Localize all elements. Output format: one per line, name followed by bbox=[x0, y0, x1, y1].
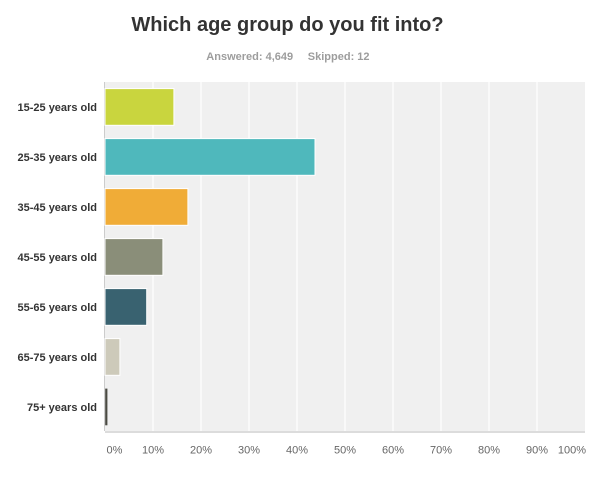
svg-text:15-25 years old: 15-25 years old bbox=[18, 102, 98, 114]
svg-text:Answered: 4,649: Answered: 4,649 bbox=[206, 51, 293, 63]
svg-text:80%: 80% bbox=[478, 445, 500, 457]
svg-text:60%: 60% bbox=[382, 445, 404, 457]
svg-text:90%: 90% bbox=[526, 445, 548, 457]
svg-text:35-45 years old: 35-45 years old bbox=[18, 202, 98, 214]
svg-text:45-55 years old: 45-55 years old bbox=[18, 252, 98, 264]
svg-text:75+ years old: 75+ years old bbox=[27, 402, 97, 414]
svg-text:55-65 years old: 55-65 years old bbox=[18, 302, 98, 314]
svg-text:25-35 years old: 25-35 years old bbox=[18, 152, 98, 164]
svg-text:20%: 20% bbox=[190, 445, 212, 457]
svg-text:70%: 70% bbox=[430, 445, 452, 457]
svg-text:40%: 40% bbox=[286, 445, 308, 457]
svg-text:30%: 30% bbox=[238, 445, 260, 457]
svg-text:Which age group do you fit int: Which age group do you fit into? bbox=[131, 14, 443, 36]
svg-text:50%: 50% bbox=[334, 445, 356, 457]
svg-text:10%: 10% bbox=[142, 445, 164, 457]
svg-text:0%: 0% bbox=[107, 445, 123, 457]
svg-text:Skipped: 12: Skipped: 12 bbox=[308, 51, 370, 63]
svg-text:100%: 100% bbox=[558, 445, 586, 457]
svg-text:65-75 years old: 65-75 years old bbox=[18, 352, 98, 364]
